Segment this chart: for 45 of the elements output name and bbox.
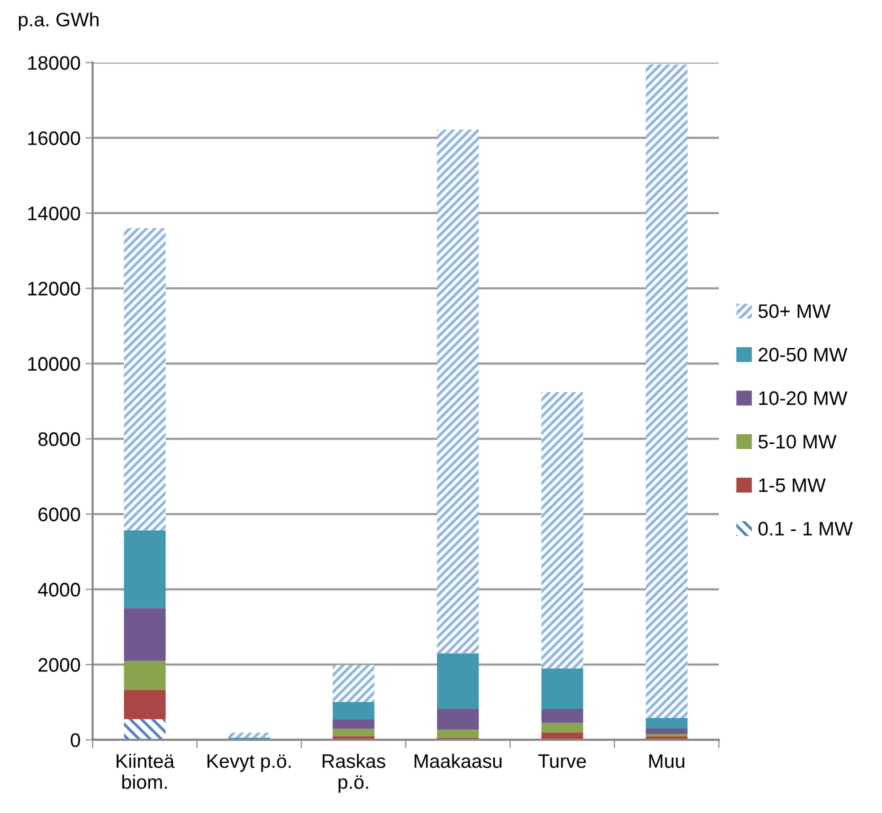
bar	[541, 392, 584, 668]
bar	[646, 718, 688, 729]
y-tick-label: 14000	[28, 206, 80, 220]
y-tick-label: 16000	[28, 131, 80, 146]
bar	[437, 653, 479, 709]
legend-label: 20-50 MW	[758, 348, 848, 362]
bar	[124, 608, 166, 661]
y-tick-label: 10000	[28, 357, 80, 371]
bar	[437, 708, 479, 730]
bar	[124, 690, 166, 720]
bar	[646, 64, 688, 718]
x-tick-label: Raskas p.ö.	[322, 754, 386, 793]
bar	[124, 530, 166, 608]
bar	[332, 702, 374, 720]
bar	[332, 720, 374, 729]
legend-label: 10-20 MW	[759, 391, 848, 406]
bar	[332, 664, 374, 702]
bar	[124, 660, 166, 690]
y-tick-label: 2000	[38, 658, 80, 672]
y-tick-label: 12000	[28, 282, 80, 296]
legend-label: 1-5 MW	[759, 478, 826, 492]
bar	[437, 130, 479, 654]
y-tick-label: 8000	[38, 432, 80, 446]
legend-label: 5-10 MW	[758, 434, 837, 449]
bar	[646, 728, 688, 734]
x-tick-label: Maakaasu	[414, 754, 502, 768]
legend-label: 0.1 - 1 MW	[758, 522, 853, 536]
x-tick-label: Kevyt p.ö.	[208, 754, 291, 772]
y-tick-label: 6000	[38, 508, 80, 522]
y-tick-label: 0	[70, 733, 80, 748]
bar	[541, 668, 584, 709]
x-tick-label: Kiinteä biom.	[116, 754, 175, 789]
legend-label: 50+ MW	[758, 304, 831, 318]
bar	[437, 730, 479, 738]
y-tick-label: 18000	[28, 56, 80, 70]
bar	[124, 228, 166, 530]
y-tick-label: 4000	[38, 582, 80, 597]
y-axis-title: p.a. GWh	[18, 12, 99, 30]
bar	[541, 708, 584, 723]
x-tick-label: Muu	[649, 754, 684, 768]
bar	[332, 728, 374, 736]
x-tick-label: Turve	[538, 754, 586, 768]
bar	[228, 732, 270, 738]
bar	[124, 719, 166, 740]
bar	[541, 722, 584, 732]
